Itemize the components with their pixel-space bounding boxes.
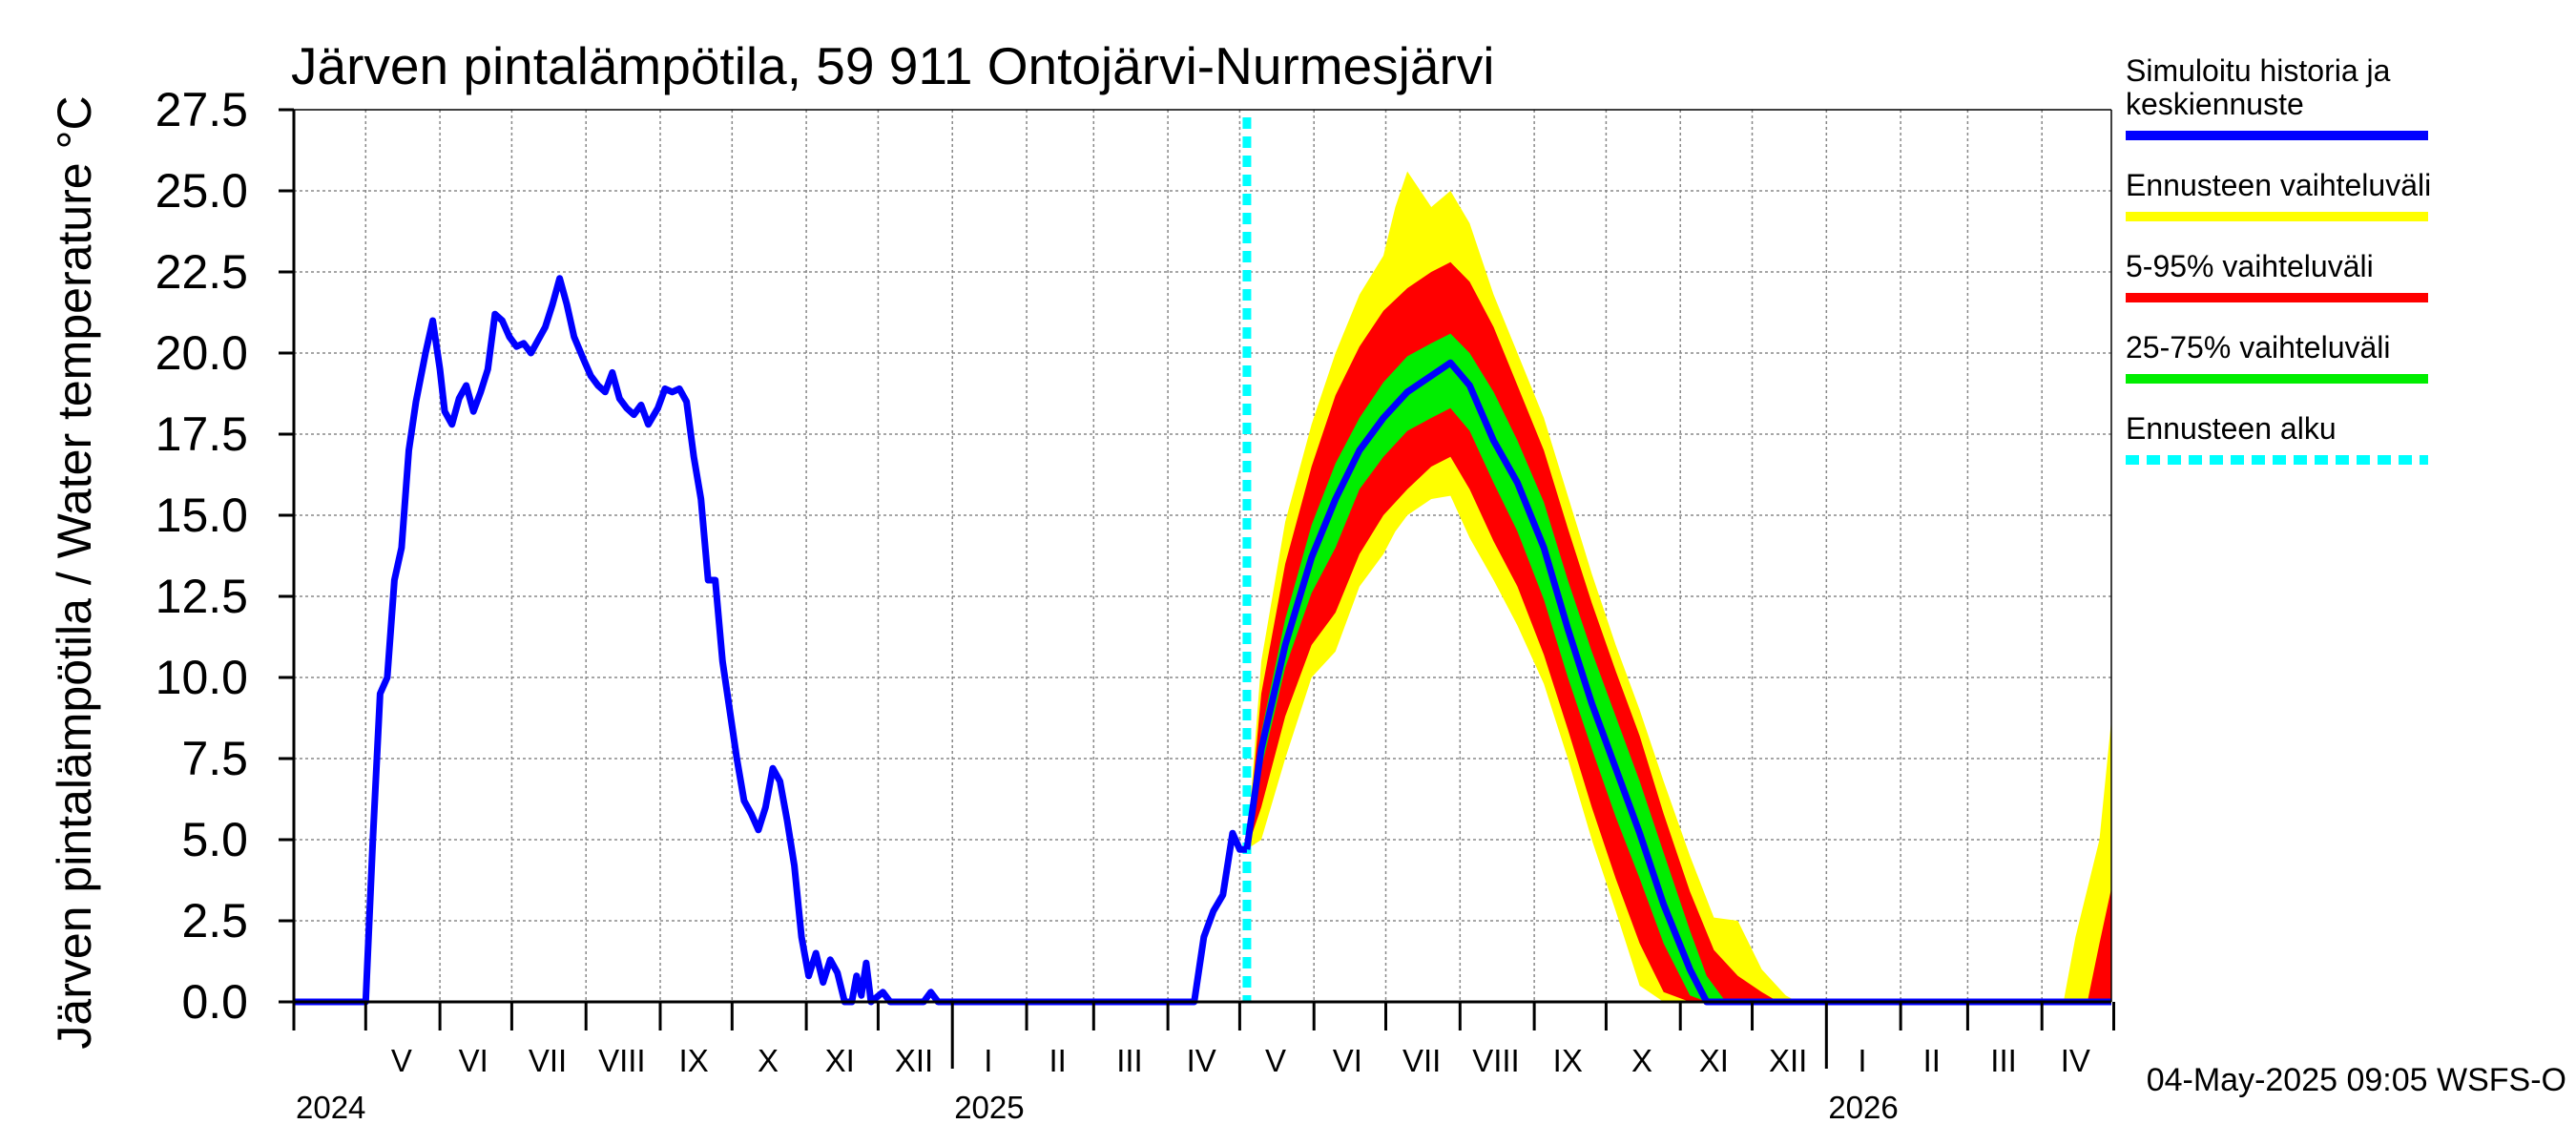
month-label: VIII xyxy=(598,1043,646,1078)
y-tick-label: 10.0 xyxy=(156,651,248,704)
y-tick-label: 15.0 xyxy=(156,489,248,542)
month-label: V xyxy=(391,1043,412,1078)
month-label: XII xyxy=(895,1043,933,1078)
y-tick-label: 25.0 xyxy=(156,164,248,218)
month-label: III xyxy=(1116,1043,1143,1078)
legend-label: keskiennuste xyxy=(2126,87,2304,121)
band-5-95 xyxy=(1246,261,2111,1002)
axes: 0.0 2.5 5.0 7.5 10.0 12.5 15.0 17.5 20.0 22.5 25.0… xyxy=(156,83,2116,1125)
timestamp-label: 04-May-2025 09:05 WSFS-O xyxy=(2147,1062,2566,1098)
y-tick-label: 5.0 xyxy=(181,813,248,866)
month-label: II xyxy=(1923,1043,1941,1078)
y-tick-label: 27.5 xyxy=(156,83,248,136)
plot-area xyxy=(294,110,2111,1002)
chart-title: Järven pintalämpötila, 59 911 Ontojärvi-… xyxy=(291,36,1494,95)
legend-label: Ennusteen alku xyxy=(2126,411,2337,446)
history-line xyxy=(294,275,1247,1006)
y-tick-label: 0.0 xyxy=(181,975,248,1029)
month-label: VI xyxy=(1333,1043,1362,1078)
data-lines xyxy=(294,117,2111,1006)
y-tick-label: 22.5 xyxy=(156,245,248,299)
month-label: XII xyxy=(1769,1043,1807,1078)
legend-label: Ennusteen vaihteluväli xyxy=(2126,168,2431,202)
year-label: 2026 xyxy=(1828,1090,1898,1125)
legend-label: Simuloitu historia ja xyxy=(2126,53,2391,88)
month-label: V xyxy=(1265,1043,1286,1078)
month-label: I xyxy=(984,1043,992,1078)
month-label: II xyxy=(1049,1043,1066,1078)
month-label: I xyxy=(1858,1043,1866,1078)
y-tick-label: 12.5 xyxy=(156,570,248,623)
month-label: XI xyxy=(825,1043,855,1078)
year-label: 2025 xyxy=(954,1090,1024,1125)
month-label: VIII xyxy=(1472,1043,1520,1078)
month-label: VII xyxy=(1402,1043,1441,1078)
year-label: 2024 xyxy=(296,1090,365,1125)
forecast-median-line xyxy=(1243,359,2111,1006)
month-label: IV xyxy=(2061,1043,2090,1078)
y-tick-label: 17.5 xyxy=(156,407,248,461)
month-label: IV xyxy=(1187,1043,1216,1078)
month-label: VI xyxy=(459,1043,488,1078)
month-label: III xyxy=(1990,1043,2017,1078)
legend-label: 5-95% vaihteluväli xyxy=(2126,249,2374,283)
month-label: X xyxy=(1631,1043,1652,1078)
month-label: IX xyxy=(1553,1043,1583,1078)
y-tick-label: 20.0 xyxy=(156,326,248,380)
month-label: XI xyxy=(1699,1043,1729,1078)
month-label: IX xyxy=(679,1043,709,1078)
y-tick-label: 7.5 xyxy=(181,732,248,785)
legend-label: 25-75% vaihteluväli xyxy=(2126,330,2391,364)
month-label: X xyxy=(758,1043,779,1078)
month-label: VII xyxy=(529,1043,567,1078)
y-axis-label: Järven pintalämpötila / Water temperatur… xyxy=(48,95,101,1049)
y-tick-label: 2.5 xyxy=(181,894,248,947)
